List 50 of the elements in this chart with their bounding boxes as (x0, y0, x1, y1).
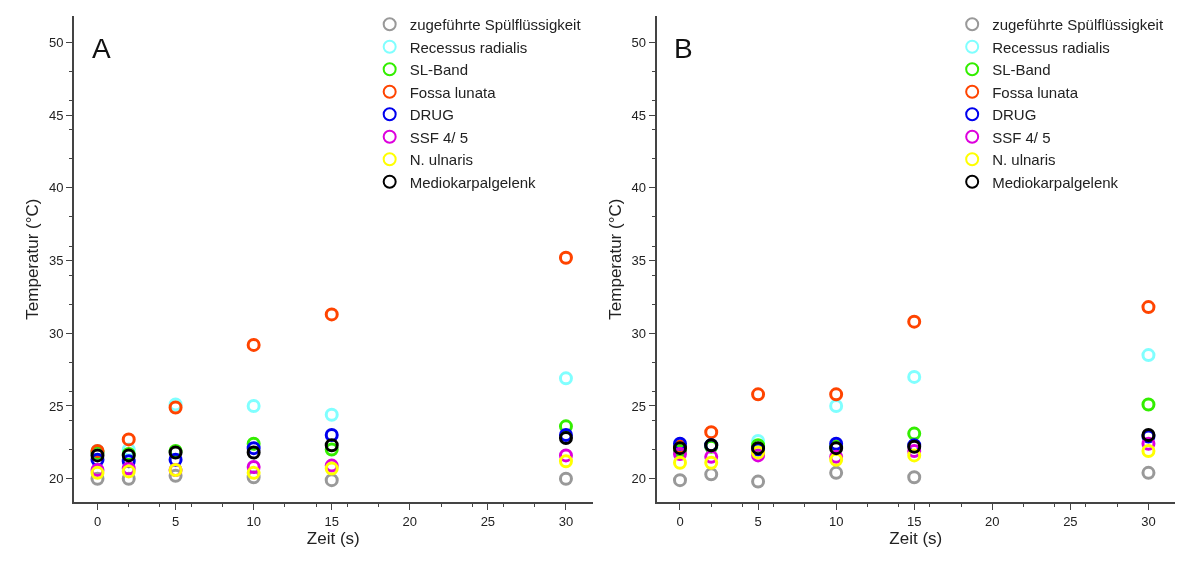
y-axis-title: Temperatur (°C) (23, 198, 43, 320)
x-tick-label: 20 (402, 513, 418, 529)
y-tick-label: 40 (49, 180, 64, 196)
y-tick-label: 30 (49, 325, 64, 341)
y-tick-label: 30 (631, 325, 646, 341)
x-tick-label: 10 (828, 513, 844, 529)
x-tick-label: 0 (676, 513, 684, 529)
legend-label: Recessus radialis (409, 38, 528, 56)
legend-label: SL-Band (409, 61, 469, 79)
legend-label: Mediokarpalgelenk (409, 173, 537, 191)
legend-label: DRUG (409, 106, 454, 124)
x-axis-title: Zeit (s) (889, 528, 943, 548)
x-tick-label: 15 (324, 513, 339, 529)
y-tick-label: 25 (631, 398, 646, 414)
x-tick-label: 30 (558, 513, 574, 529)
legend-label: SSF 4/ 5 (409, 128, 469, 146)
x-tick-label: 20 (985, 513, 1000, 529)
legend-label: N. ulnaris (409, 151, 474, 169)
legend-label: SSF 4/ 5 (992, 128, 1051, 146)
x-tick-label: 0 (93, 513, 102, 529)
y-tick-label: 35 (631, 253, 646, 269)
y-tick-label: 50 (631, 35, 646, 51)
x-tick-label: 5 (171, 513, 180, 529)
y-axis-title: Temperatur (°C) (605, 198, 625, 320)
x-axis-title: Zeit (s) (306, 528, 360, 548)
x-tick-label: 30 (1141, 513, 1156, 529)
annotation: A (92, 33, 111, 64)
legend-label: N. ulnaris (992, 151, 1056, 169)
y-tick-label: 45 (631, 107, 646, 123)
x-tick-label: 5 (754, 513, 762, 529)
legend-label: DRUG (992, 106, 1037, 124)
x-tick-label: 25 (480, 513, 496, 529)
y-tick-label: 50 (49, 35, 64, 51)
legend-label: Recessus radialis (992, 38, 1110, 56)
y-tick-label: 45 (49, 107, 64, 123)
legend-label: zugeführte Spülflüssigkeit (409, 16, 582, 34)
x-tick-label: 15 (906, 513, 922, 529)
y-tick-label: 25 (49, 398, 64, 414)
legend-label: Mediokarpalgelenk (992, 173, 1119, 191)
y-tick-label: 40 (631, 180, 646, 196)
x-tick-label: 10 (246, 513, 261, 529)
y-tick-label: 20 (631, 471, 646, 487)
legend-label: Fossa lunata (992, 83, 1079, 101)
y-tick-label: 35 (49, 253, 64, 269)
legend-label: zugeführte Spülflüssigkeit (992, 16, 1164, 34)
annotation: B (674, 33, 693, 64)
legend-label: SL-Band (992, 61, 1051, 79)
legend-label: Fossa lunata (409, 83, 497, 101)
x-tick-label: 25 (1063, 513, 1078, 529)
y-tick-label: 20 (49, 471, 64, 487)
